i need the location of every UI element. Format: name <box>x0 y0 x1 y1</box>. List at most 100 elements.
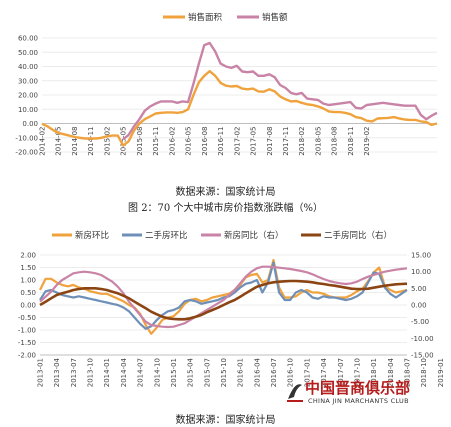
y-left-tick-label: 1.00 <box>20 277 36 285</box>
legend-label-new-yoy: 新房同比（右） <box>224 230 284 241</box>
y-left-tick-label: -0.50 <box>18 314 36 322</box>
chart1-y-axis: -20.00 -10.00 0.00 10.00 20.00 30.00 40.00 50.0… <box>15 35 437 157</box>
x-tick-label: 2015-01 <box>170 358 178 387</box>
y-tick-label: 10.00 <box>18 106 38 114</box>
y-left-tick-label: 0.00 <box>20 302 36 310</box>
watermark-en: CHINA JIN MARCHANTS CLUB <box>308 397 409 405</box>
series-line-sales-area <box>41 69 438 147</box>
legend-label-new-mom: 新房环比 <box>75 230 109 241</box>
x-tick-label: 2017-05 <box>250 127 258 156</box>
x-tick-label: 2018-05 <box>314 127 322 156</box>
x-tick-label: 2018-11 <box>347 127 355 156</box>
x-tick-label: 2017-10 <box>353 358 361 387</box>
x-tick-label: 2018-07 <box>404 358 412 387</box>
series-line-new-yoy <box>39 265 408 329</box>
x-tick-label: 2017-01 <box>303 358 311 387</box>
y-left-tick-label: -1.00 <box>18 327 36 335</box>
y-tick-label: 30.00 <box>18 77 38 85</box>
x-tick-label: 2016-04 <box>253 357 261 387</box>
x-tick-label: 2014-01 <box>103 358 111 387</box>
y-left-tick-label: 1.50 <box>20 264 36 272</box>
x-tick-label: 2015-04 <box>187 357 195 387</box>
y-right-tick-label: -15.00 <box>411 352 434 360</box>
x-tick-label: 2019-02 <box>363 127 371 156</box>
y-right-tick-label: 10.00 <box>411 268 431 276</box>
x-tick-label: 2017-08 <box>266 127 274 156</box>
x-tick-label: 2015-02 <box>103 127 111 156</box>
x-tick-label: 2016-01 <box>237 358 245 387</box>
y-right-tick-label: 0.00 <box>411 302 427 310</box>
legend-label-sales-area: 销售面积 <box>188 12 223 23</box>
x-tick-label: 2018-04 <box>387 357 395 387</box>
x-tick-label: 2015-05 <box>120 127 128 156</box>
series-line-sales-amount <box>122 41 438 141</box>
legend-label-second-yoy: 二手房同比（右） <box>324 230 392 241</box>
x-tick-label: 2017-07 <box>337 358 345 387</box>
x-tick-label: 2016-10 <box>287 358 295 387</box>
watermark-cn: 中国晋商俱乐部 <box>305 379 411 397</box>
chart1-legend: 销售面积 销售额 <box>163 12 288 23</box>
y-right-tick-label: 5.00 <box>411 285 427 293</box>
chart1-x-axis: 2014-02 2014-05 2014-08 2014-11 2015-02 2015-… <box>39 127 372 156</box>
x-tick-label: 2017-11 <box>282 127 290 156</box>
x-tick-label: 2013-01 <box>37 358 45 387</box>
x-tick-label: 2013-10 <box>87 358 95 387</box>
x-tick-label: 2015-08 <box>136 127 144 156</box>
y-right-tick-label: 15.00 <box>411 252 431 260</box>
chart2-legend: 新房环比 二手房环比 新房同比（右） 二手房同比（右） <box>52 230 392 241</box>
y-tick-label: 50.00 <box>18 49 38 57</box>
price-index-chart: 新房环比 二手房环比 新房同比（右） 二手房同比（右） -2.00 -1.50 -1… <box>18 230 445 387</box>
chart1-source: 数据来源：国家统计局 <box>175 187 276 198</box>
x-tick-label: 2014-02 <box>39 127 47 156</box>
chart2-x-axis: 2013-01 2013-04 2013-07 2013-10 2014-01 2014-… <box>37 357 445 387</box>
y-right-tick-label: -5.00 <box>411 318 429 326</box>
chart2-y-axes: -2.00 -1.50 -1.00 -0.50 0.00 0.50 1.00 1.50 2.00… <box>18 252 434 360</box>
series-line-new-mom <box>39 258 408 335</box>
x-tick-label: 2014-10 <box>153 358 161 387</box>
chart2-source: 数据来源：国家统计局 <box>175 415 276 426</box>
x-tick-label: 2014-05 <box>55 127 63 156</box>
x-tick-label: 2015-07 <box>203 358 211 387</box>
x-tick-label: 2015-10 <box>220 358 228 387</box>
x-tick-label: 2018-08 <box>331 127 339 156</box>
x-tick-label: 2014-11 <box>87 127 95 156</box>
x-tick-label: 2019-01 <box>437 358 445 387</box>
x-tick-label: 2016-07 <box>270 358 278 387</box>
y-left-tick-label: -1.50 <box>18 339 36 347</box>
x-tick-label: 2017-04 <box>320 357 328 387</box>
x-tick-label: 2014-07 <box>137 358 145 387</box>
chart1-plot-area <box>41 41 438 147</box>
x-tick-label: 2016-02 <box>168 127 176 156</box>
x-tick-label: 2014-08 <box>71 127 79 156</box>
x-tick-label: 2015-11 <box>152 127 160 156</box>
x-tick-label: 2014-04 <box>120 357 128 387</box>
x-tick-label: 2018-02 <box>298 127 306 156</box>
series-line-second-yoy <box>39 279 408 321</box>
x-tick-label: 2017-02 <box>233 127 241 156</box>
y-tick-label: 0.00 <box>22 120 38 128</box>
y-left-tick-label: -2.00 <box>18 352 36 360</box>
x-tick-label: 2018-10 <box>420 358 428 387</box>
chart2-title: 图 2：70 个大中城市房价指数涨跌幅（%） <box>128 203 323 214</box>
sales-chart: 销售面积 销售额 -20.00 -10.00 0.00 10.00 20.00 30.00… <box>15 12 438 157</box>
y-tick-label: 60.00 <box>18 35 38 43</box>
series-line-second-mom <box>39 261 408 330</box>
chart2-plot-area <box>39 258 408 335</box>
club-logo-icon <box>287 384 303 402</box>
x-tick-label: 2016-05 <box>185 127 193 156</box>
legend-label-sales-amount: 销售额 <box>262 12 288 23</box>
y-tick-label: 40.00 <box>18 63 38 71</box>
y-tick-label: 20.00 <box>18 92 38 100</box>
y-right-tick-label: -10.00 <box>411 335 434 343</box>
x-tick-label: 2013-07 <box>70 358 78 387</box>
y-left-tick-label: 2.00 <box>20 252 36 260</box>
x-tick-label: 2016-11 <box>217 127 225 156</box>
x-tick-label: 2016-08 <box>201 127 209 156</box>
y-tick-label: -10.00 <box>15 134 38 142</box>
x-tick-label: 2018-01 <box>370 358 378 387</box>
legend-label-second-mom: 二手房环比 <box>145 230 188 241</box>
x-tick-label: 2013-04 <box>53 357 61 387</box>
y-tick-label: -20.00 <box>15 149 38 157</box>
club-watermark: 中国晋商俱乐部 CHINA JIN MARCHANTS CLUB <box>283 377 451 411</box>
y-left-tick-label: 0.50 <box>20 289 36 297</box>
